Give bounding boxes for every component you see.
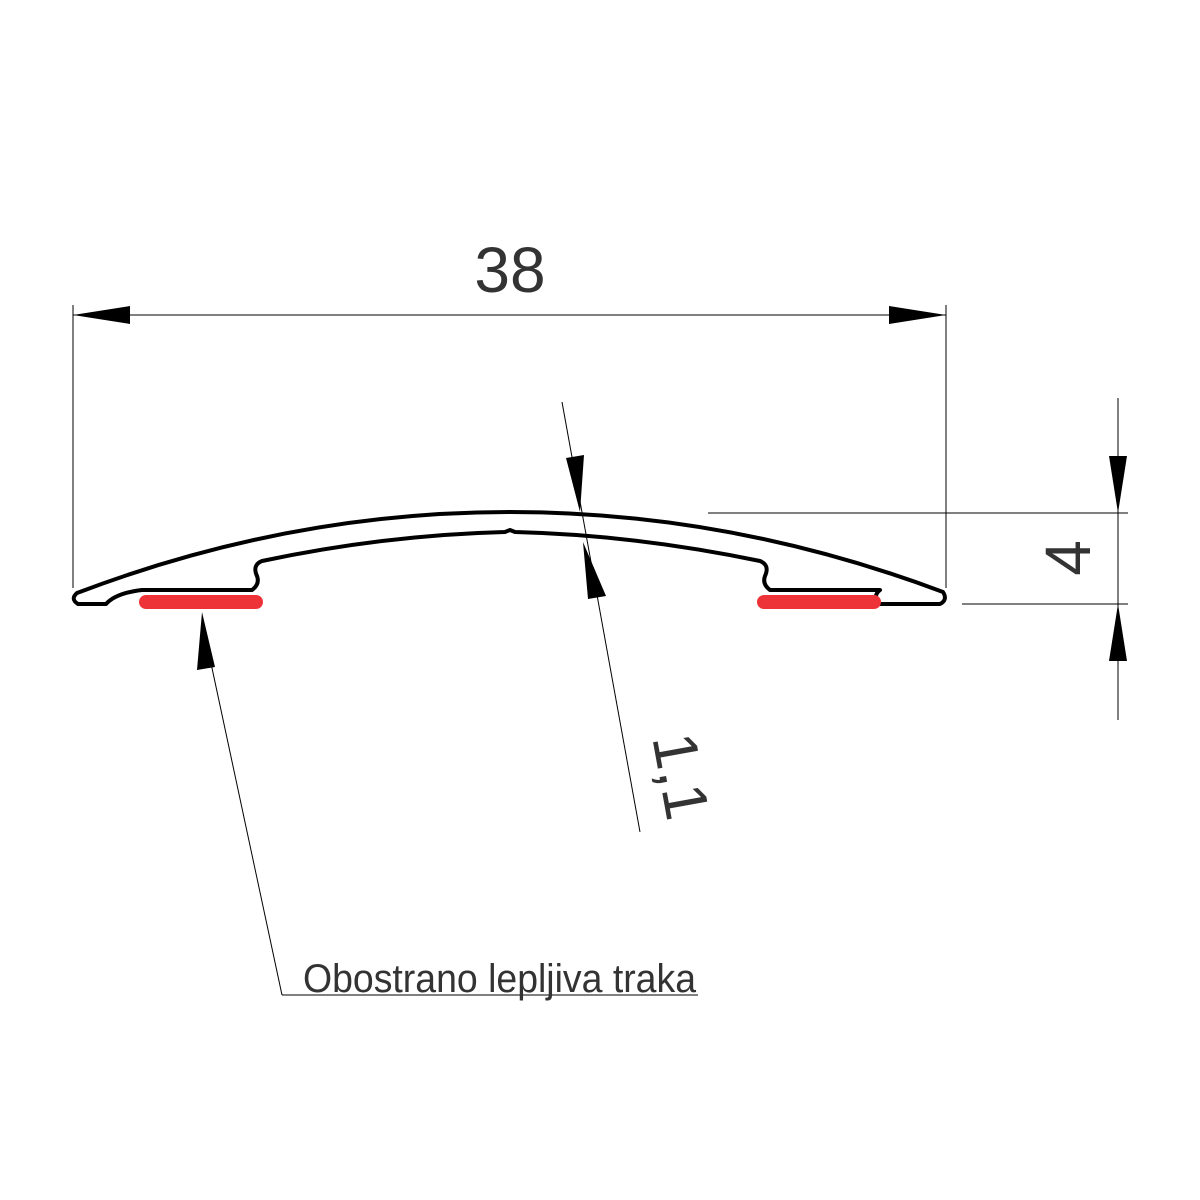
height-dimension: 4	[708, 398, 1128, 720]
thickness-value: 1,1	[639, 728, 722, 825]
thickness-arrow-bottom	[583, 542, 606, 599]
thickness-dimension: 1,1	[561, 401, 722, 833]
callout-leader: Obostrano lepljiva traka	[197, 612, 698, 1001]
width-arrow-left	[73, 306, 130, 324]
width-dimension: 38	[72, 234, 947, 588]
width-value: 38	[474, 234, 545, 306]
profile-cross-section	[71, 510, 947, 606]
width-arrow-right	[889, 306, 946, 324]
height-arrow-top	[1109, 456, 1127, 513]
height-arrow-bottom	[1109, 604, 1127, 661]
callout-label: Obostrano lepljiva traka	[303, 957, 697, 1001]
callout-leader-line	[205, 639, 283, 996]
height-value: 4	[1032, 540, 1104, 576]
thickness-arrow-top	[566, 455, 584, 512]
